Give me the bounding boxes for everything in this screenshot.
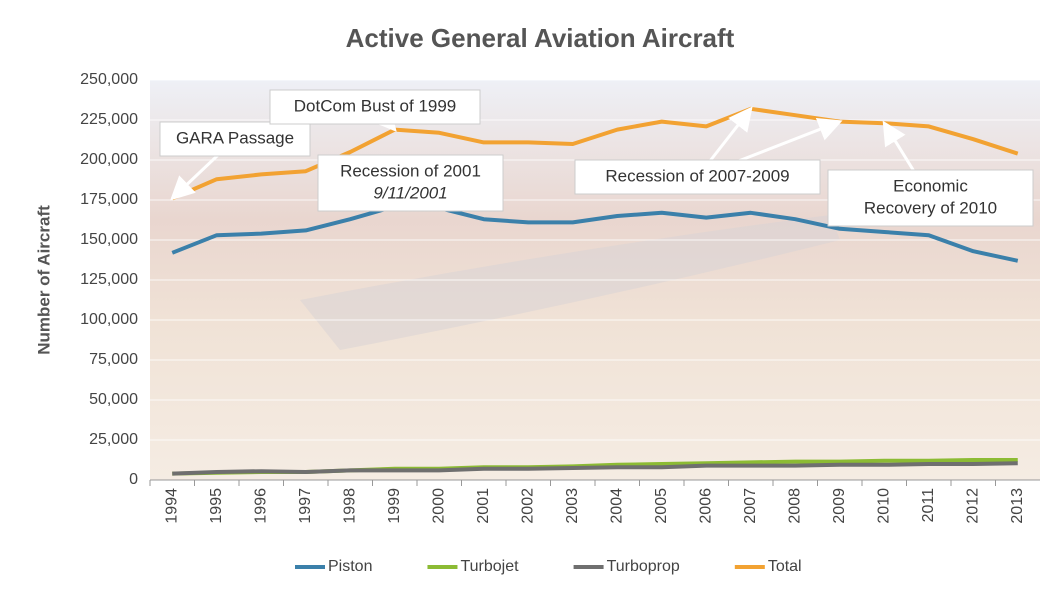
y-tick-label: 250,000 [80, 71, 138, 88]
legend-label: Turbojet [460, 558, 519, 575]
annotation-text: GARA Passage [176, 128, 294, 147]
x-tick-label: 1995 [208, 488, 225, 524]
annotation-box [269, 89, 481, 125]
annotation-text: 9/11/2001 [373, 183, 447, 202]
legend-label: Piston [328, 558, 372, 575]
x-tick-label: 2002 [519, 488, 536, 524]
x-tick-label: 1997 [297, 488, 314, 524]
y-tick-label: 225,000 [80, 111, 138, 128]
x-tick-label: 1999 [386, 488, 403, 524]
series-line [171, 106, 1019, 201]
x-tick-label: 2000 [430, 488, 447, 524]
x-tick-label: 2006 [697, 488, 714, 524]
x-tick-label: 1994 [163, 488, 180, 524]
x-tick-label: 2010 [875, 488, 892, 524]
y-tick-label: 150,000 [80, 231, 138, 248]
y-tick-label: 0 [129, 471, 138, 488]
y-tick-label: 25,000 [89, 431, 138, 448]
y-tick-label: 100,000 [80, 311, 138, 328]
series-line [171, 204, 1019, 263]
x-tick-label: 1996 [252, 488, 269, 524]
x-tick-label: 2004 [608, 488, 625, 524]
x-tick-label: 1998 [341, 488, 358, 524]
annotation-box [317, 154, 504, 212]
annotation-text: Recovery of 2010 [864, 198, 997, 217]
annotation-box [574, 159, 821, 195]
annotation-text: Recession of 2001 [340, 161, 481, 180]
y-tick-label: 200,000 [80, 151, 138, 168]
x-tick-label: 2001 [475, 488, 492, 524]
chart-title: Active General Aviation Aircraft [346, 23, 735, 53]
annotation-text: DotCom Bust of 1999 [294, 96, 457, 115]
x-tick-label: 2007 [742, 488, 759, 524]
x-tick-label: 2008 [786, 488, 803, 524]
y-tick-label: 50,000 [89, 391, 138, 408]
y-tick-label: 75,000 [89, 351, 138, 368]
annotation-box [827, 169, 1034, 227]
annotation-text: Recession of 2007-2009 [605, 166, 789, 185]
annotation-box [159, 121, 311, 157]
series-line [172, 461, 1018, 476]
y-tick-label: 175,000 [80, 191, 138, 208]
y-axis-label: Number of Aircraft [34, 205, 53, 355]
x-tick-label: 2009 [831, 488, 848, 524]
y-tick-label: 125,000 [80, 271, 138, 288]
x-tick-label: 2003 [564, 488, 581, 524]
plane-decoration [300, 215, 840, 350]
legend-label: Total [768, 558, 802, 575]
legend-label: Turboprop [607, 558, 680, 575]
x-tick-label: 2011 [920, 488, 937, 523]
x-tick-label: 2012 [964, 488, 981, 524]
annotation-text: Economic [893, 176, 968, 195]
x-tick-label: 2005 [653, 488, 670, 524]
x-tick-label: 2013 [1009, 488, 1026, 524]
